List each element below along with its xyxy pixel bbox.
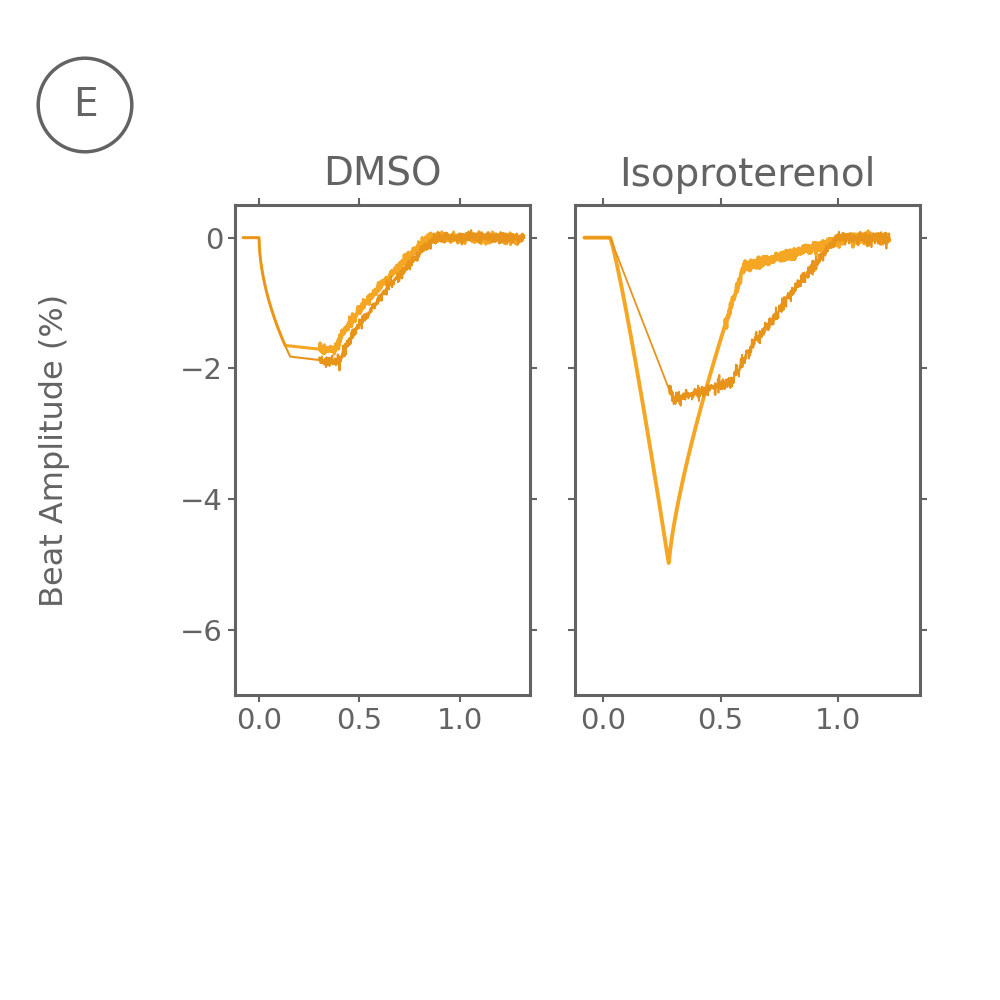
Text: Beat Amplitude (%): Beat Amplitude (%): [39, 293, 71, 607]
Title: DMSO: DMSO: [323, 156, 442, 194]
Title: Isoproterenol: Isoproterenol: [619, 156, 876, 194]
Text: E: E: [73, 86, 97, 124]
